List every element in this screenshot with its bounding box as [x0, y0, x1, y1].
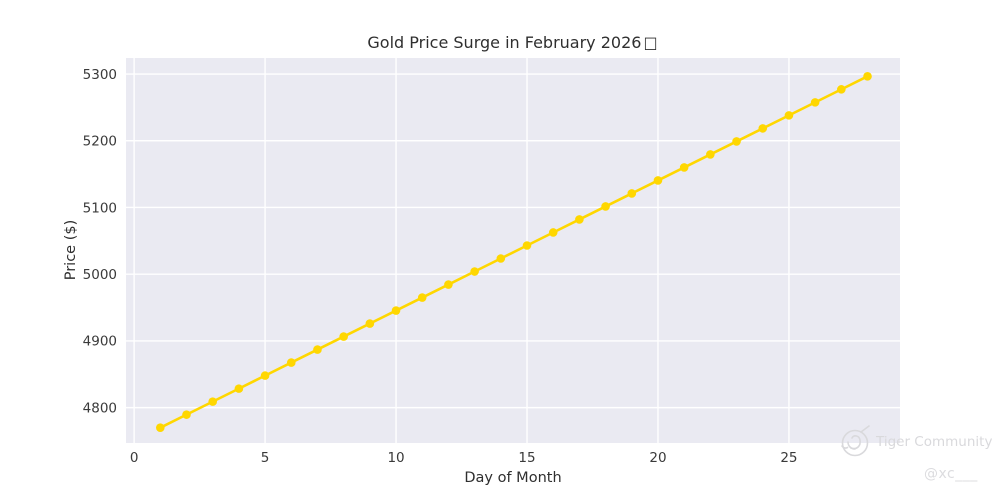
data-point-marker	[784, 111, 794, 120]
x-tick-label: 25	[780, 450, 797, 466]
data-point-marker	[391, 306, 401, 315]
plot-area	[126, 58, 900, 443]
data-point-marker	[417, 293, 427, 302]
data-point-marker	[627, 189, 637, 198]
y-tick-label: 5100	[83, 200, 117, 216]
x-tick-label: 0	[130, 450, 139, 466]
x-tick-label: 10	[387, 450, 404, 466]
y-tick-label: 4900	[83, 334, 117, 350]
data-point-marker	[548, 228, 558, 237]
data-point-marker	[286, 358, 296, 367]
data-point-marker	[653, 176, 663, 185]
data-point-marker	[339, 332, 348, 341]
data-point-marker	[470, 267, 479, 276]
data-point-marker	[679, 163, 689, 172]
data-point-marker	[863, 72, 872, 81]
x-axis-label: Day of Month	[464, 470, 562, 486]
data-point-marker	[444, 280, 453, 289]
data-point-marker	[837, 85, 846, 94]
price-line	[159, 75, 869, 429]
tiger-community-logo-icon	[841, 425, 870, 457]
data-point-marker	[522, 241, 532, 250]
chart-title-text: Gold Price Surge in February 2026	[367, 33, 642, 52]
data-point-marker	[758, 124, 768, 133]
y-tick-label: 5300	[83, 67, 117, 83]
y-axis-label: Price ($)	[63, 219, 79, 281]
data-point-marker	[706, 150, 715, 159]
data-point-marker	[208, 397, 217, 406]
data-point-marker	[156, 423, 165, 432]
data-point-marker	[365, 319, 375, 328]
y-tick-label: 5000	[83, 267, 117, 283]
chart-title: Gold Price Surge in February 2026 □	[126, 33, 900, 52]
y-tick-label: 5200	[83, 134, 117, 150]
data-point-marker	[260, 371, 270, 380]
watermark-handle: @xc___	[924, 466, 978, 482]
watermark-brand: Tiger Community	[876, 434, 993, 450]
data-point-marker	[496, 254, 506, 263]
x-tick-label: 15	[518, 450, 535, 466]
data-point-marker	[732, 137, 741, 146]
data-point-marker	[313, 345, 322, 354]
data-point-marker	[182, 410, 191, 419]
missing-emoji-glyph: □	[644, 33, 658, 52]
x-tick-label: 5	[261, 450, 270, 466]
y-tick-label: 4800	[83, 400, 117, 416]
data-point-marker	[575, 215, 584, 224]
data-point-marker	[234, 384, 244, 393]
x-tick-label: 20	[649, 450, 666, 466]
data-point-marker	[810, 98, 820, 107]
data-point-marker	[601, 202, 610, 211]
